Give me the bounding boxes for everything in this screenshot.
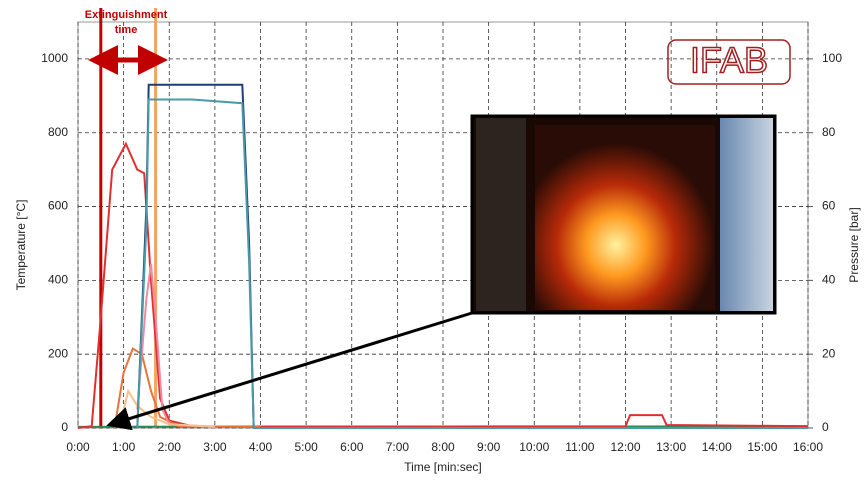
y-tick-label: 1000 bbox=[41, 51, 68, 65]
y-tick-label: 0 bbox=[61, 420, 68, 434]
y2-tick-label: 60 bbox=[822, 199, 836, 213]
x-tick-label: 15:00 bbox=[747, 440, 777, 454]
logo: IFAB bbox=[690, 40, 768, 81]
y2-tick-label: 100 bbox=[822, 51, 842, 65]
y2-tick-label: 0 bbox=[822, 420, 829, 434]
y2-tick-label: 20 bbox=[822, 346, 836, 360]
x-tick-label: 1:00 bbox=[112, 440, 136, 454]
x-tick-label: 8:00 bbox=[431, 440, 455, 454]
x-tick-label: 4:00 bbox=[249, 440, 273, 454]
x-tick-label: 3:00 bbox=[203, 440, 227, 454]
x-tick-label: 13:00 bbox=[656, 440, 686, 454]
y-tick-label: 800 bbox=[48, 125, 68, 139]
y-axis-label: Temperature [°C] bbox=[14, 200, 28, 291]
y2-tick-label: 40 bbox=[822, 273, 836, 287]
y-tick-label: 400 bbox=[48, 273, 68, 287]
x-tick-label: 11:00 bbox=[565, 440, 594, 454]
x-tick-label: 10:00 bbox=[519, 440, 549, 454]
inset-photo bbox=[112, 116, 775, 424]
x-tick-label: 7:00 bbox=[386, 440, 410, 454]
x-tick-label: 12:00 bbox=[610, 440, 640, 454]
y-tick-label: 200 bbox=[48, 346, 68, 360]
x-tick-label: 0:00 bbox=[66, 440, 90, 454]
annotation: time bbox=[115, 24, 138, 36]
y2-axis-label: Pressure [bar] bbox=[847, 207, 861, 282]
chart: 0 200 400 600 800 1000 0 20 40 60 80 100 0:00 1:00 2:0… bbox=[0, 0, 866, 480]
x-tick-label: 16:00 bbox=[793, 440, 823, 454]
annotation: Extinguishment bbox=[85, 9, 168, 21]
x-tick-label: 6:00 bbox=[340, 440, 364, 454]
x-tick-label: 14:00 bbox=[702, 440, 732, 454]
y2-tick-label: 80 bbox=[822, 125, 836, 139]
x-tick-label: 9:00 bbox=[477, 440, 501, 454]
y-tick-label: 600 bbox=[48, 199, 68, 213]
x-tick-label: 5:00 bbox=[294, 440, 318, 454]
series-line bbox=[137, 264, 215, 427]
x-axis-label: Time [min:sec] bbox=[404, 460, 482, 474]
x-tick-label: 2:00 bbox=[158, 440, 182, 454]
